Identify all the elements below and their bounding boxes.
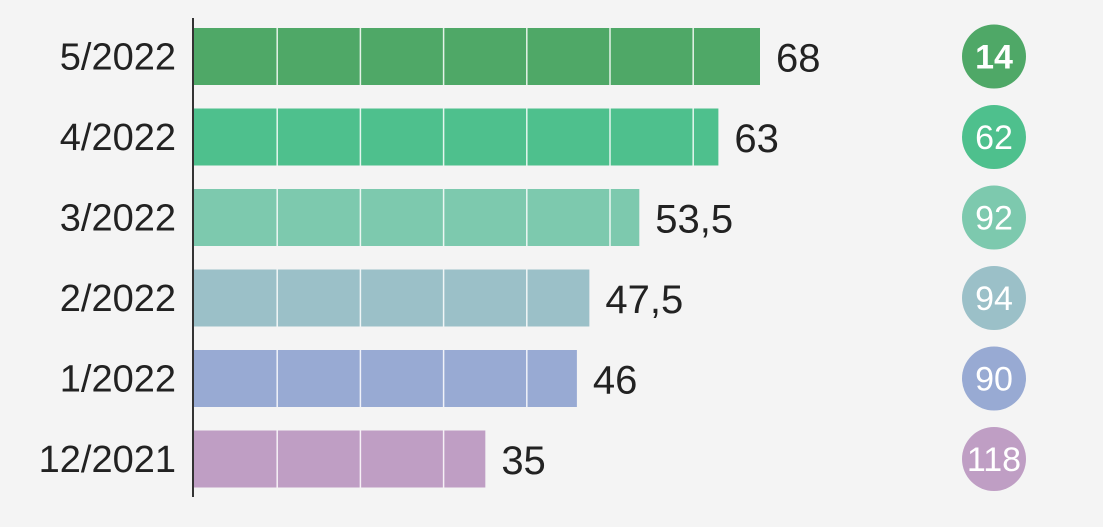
- category-label: 2/2022: [60, 278, 176, 320]
- bar: [194, 28, 760, 85]
- value-label: 53,5: [655, 198, 733, 242]
- value-label: 68: [776, 37, 821, 81]
- rank-badge: [962, 185, 1026, 250]
- rank-badge: [962, 24, 1026, 89]
- bar: [194, 350, 577, 407]
- category-label: 4/2022: [60, 117, 176, 159]
- rank-badge-label: 92: [975, 200, 1013, 238]
- category-label: 12/2021: [39, 439, 176, 481]
- rank-badge-label: 62: [975, 119, 1013, 157]
- rank-badge: [962, 105, 1026, 169]
- bar: [194, 108, 719, 166]
- rank-badge-label: 90: [975, 361, 1013, 399]
- category-label: 1/2022: [60, 359, 176, 401]
- bar: [194, 269, 590, 327]
- value-label: 46: [593, 359, 638, 403]
- rank-badge: [962, 266, 1026, 330]
- rank-badge-label: 118: [967, 441, 1021, 479]
- category-label: 3/2022: [60, 198, 176, 240]
- value-label: 63: [734, 117, 779, 161]
- bar: [194, 189, 640, 246]
- rank-badge: [962, 427, 1026, 491]
- bar: [194, 430, 486, 488]
- value-label: 35: [501, 439, 545, 483]
- rank-badge-label: 14: [975, 39, 1013, 77]
- category-label: 5/2022: [60, 37, 176, 79]
- rank-badge: [962, 346, 1026, 411]
- rank-badge-label: 94: [975, 280, 1013, 318]
- value-label: 47,5: [605, 278, 683, 322]
